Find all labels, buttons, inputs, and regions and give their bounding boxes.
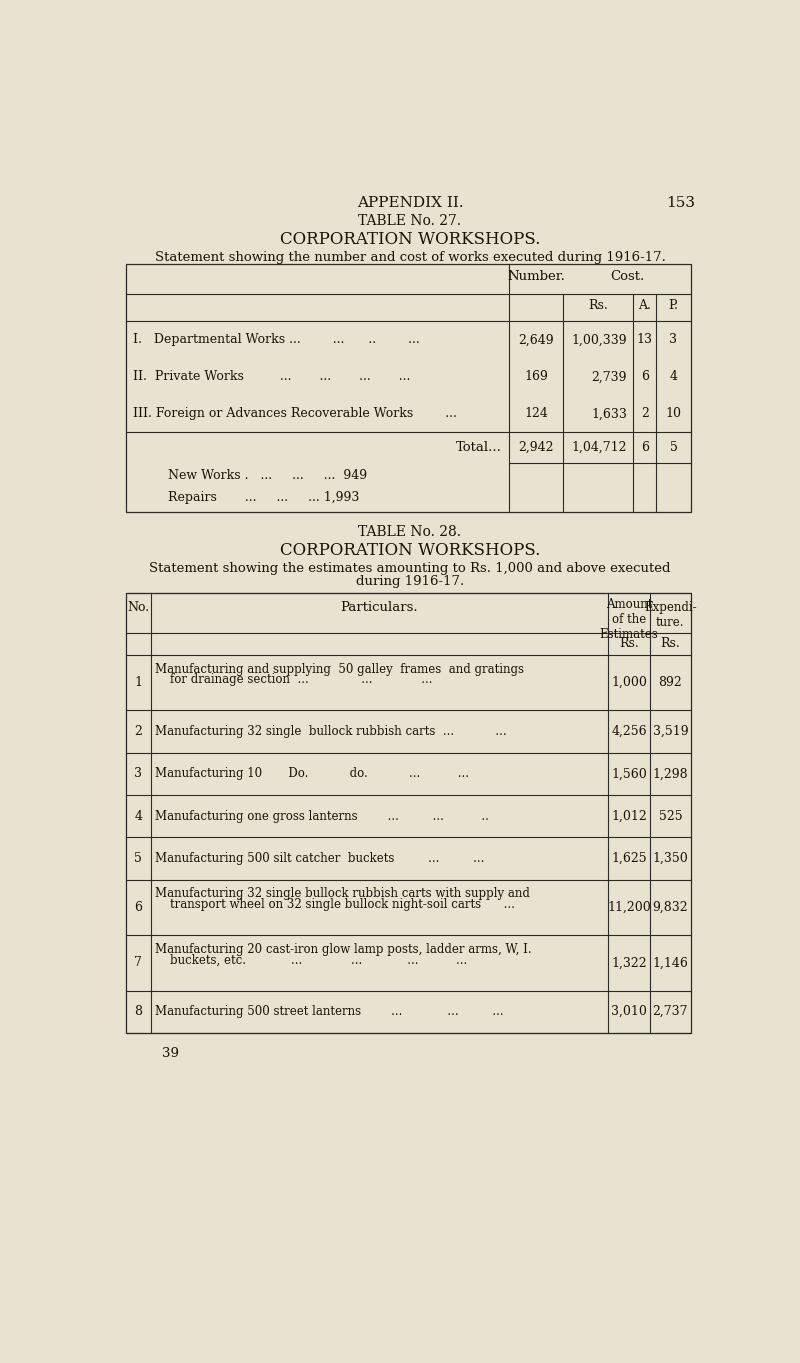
Text: CORPORATION WORKSHOPS.: CORPORATION WORKSHOPS. [280,230,540,248]
Text: 5: 5 [670,442,678,454]
Text: P.: P. [669,298,678,312]
Text: Number.: Number. [507,270,566,282]
Text: New Works .   ...     ...     ...  949: New Works . ... ... ... 949 [168,469,367,483]
Text: Repairs       ...     ...     ... 1,993: Repairs ... ... ... 1,993 [168,491,359,504]
Text: Statement showing the number and cost of works executed during 1916-17.: Statement showing the number and cost of… [154,251,666,263]
Text: Total...: Total... [455,442,502,454]
Text: 2: 2 [134,725,142,737]
Text: TABLE No. 28.: TABLE No. 28. [358,526,462,540]
Text: 7: 7 [134,957,142,969]
Text: 4: 4 [670,371,678,383]
Text: 4: 4 [134,810,142,823]
Text: Particulars.: Particulars. [341,601,418,613]
Text: 892: 892 [658,676,682,690]
Text: 5: 5 [134,852,142,866]
Text: 1: 1 [134,676,142,690]
Text: 169: 169 [524,371,548,383]
Text: 1,012: 1,012 [611,810,647,823]
Text: 1,633: 1,633 [591,408,627,420]
Text: Manufacturing 32 single bullock rubbish carts with supply and: Manufacturing 32 single bullock rubbish … [155,887,530,901]
Text: 1,146: 1,146 [653,957,688,969]
Text: 2,942: 2,942 [518,442,554,454]
Text: Manufacturing 32 single  bullock rubbish carts  ...           ...: Manufacturing 32 single bullock rubbish … [155,725,506,737]
Text: 1,350: 1,350 [653,852,688,866]
Text: Manufacturing 10       Do.           do.           ...          ...: Manufacturing 10 Do. do. ... ... [155,767,469,780]
Text: 525: 525 [658,810,682,823]
Text: III. Foreign or Advances Recoverable Works        ...: III. Foreign or Advances Recoverable Wor… [134,408,458,420]
Text: 9,832: 9,832 [653,901,688,913]
Text: 11,200: 11,200 [607,901,651,913]
Text: 2,737: 2,737 [653,1006,688,1018]
Text: Amount
of the
Estimates: Amount of the Estimates [599,598,658,641]
Text: 8: 8 [134,1006,142,1018]
Text: I.   Departmental Works ...        ...      ..        ...: I. Departmental Works ... ... .. ... [134,334,420,346]
Text: 3: 3 [134,767,142,780]
Text: buckets, etc.            ...             ...            ...          ...: buckets, etc. ... ... ... ... [155,954,467,966]
Text: 39: 39 [162,1047,179,1060]
Text: 1,00,339: 1,00,339 [571,334,627,346]
Text: 1,625: 1,625 [611,852,646,866]
Bar [126,263,690,511]
Text: Manufacturing 500 street lanterns        ...            ...         ...: Manufacturing 500 street lanterns ... ..… [155,1006,504,1018]
Text: transport wheel on 32 single bullock night-soil carts      ...: transport wheel on 32 single bullock nig… [155,898,515,910]
Text: Expendi-
ture.: Expendi- ture. [644,601,697,628]
Text: 2,739: 2,739 [591,371,627,383]
Text: 1,04,712: 1,04,712 [571,442,627,454]
Text: 6: 6 [134,901,142,913]
Text: 6: 6 [641,442,649,454]
Text: TABLE No. 27.: TABLE No. 27. [358,214,462,229]
Text: CORPORATION WORKSHOPS.: CORPORATION WORKSHOPS. [280,542,540,559]
Text: 4,256: 4,256 [611,725,646,737]
Text: Manufacturing one gross lanterns        ...         ...          ..: Manufacturing one gross lanterns ... ...… [155,810,489,823]
Text: Rs.: Rs. [619,637,639,650]
Text: APPENDIX II.: APPENDIX II. [357,196,463,210]
Text: 1,322: 1,322 [611,957,646,969]
Text: 6: 6 [641,371,649,383]
Text: Statement showing the estimates amounting to Rs. 1,000 and above executed: Statement showing the estimates amountin… [150,563,670,575]
Text: 153: 153 [666,196,694,210]
Text: II.  Private Works         ...       ...       ...       ...: II. Private Works ... ... ... ... [134,371,410,383]
Text: 10: 10 [666,408,682,420]
Text: during 1916-17.: during 1916-17. [356,575,464,587]
Text: Manufacturing 500 silt catcher  buckets         ...         ...: Manufacturing 500 silt catcher buckets .… [155,852,485,866]
Text: 1,560: 1,560 [611,767,647,780]
Text: Cost.: Cost. [610,270,644,282]
Text: 3: 3 [670,334,678,346]
Text: Rs.: Rs. [661,637,680,650]
Text: 2,649: 2,649 [518,334,554,346]
Text: No.: No. [127,601,150,613]
Text: for drainage section  ...              ...             ...: for drainage section ... ... ... [155,673,433,687]
Text: 13: 13 [637,334,653,346]
Text: A.: A. [638,298,651,312]
Text: 124: 124 [524,408,548,420]
Bar [126,593,690,1033]
Text: Manufacturing and supplying  50 galley  frames  and gratings: Manufacturing and supplying 50 galley fr… [155,662,524,676]
Text: 2: 2 [641,408,649,420]
Text: 1,298: 1,298 [653,767,688,780]
Text: 1,000: 1,000 [611,676,647,690]
Text: Rs.: Rs. [589,298,608,312]
Text: 3,519: 3,519 [653,725,688,737]
Text: 3,010: 3,010 [611,1006,647,1018]
Text: Manufacturing 20 cast-iron glow lamp posts, ladder arms, W, I.: Manufacturing 20 cast-iron glow lamp pos… [155,943,532,955]
